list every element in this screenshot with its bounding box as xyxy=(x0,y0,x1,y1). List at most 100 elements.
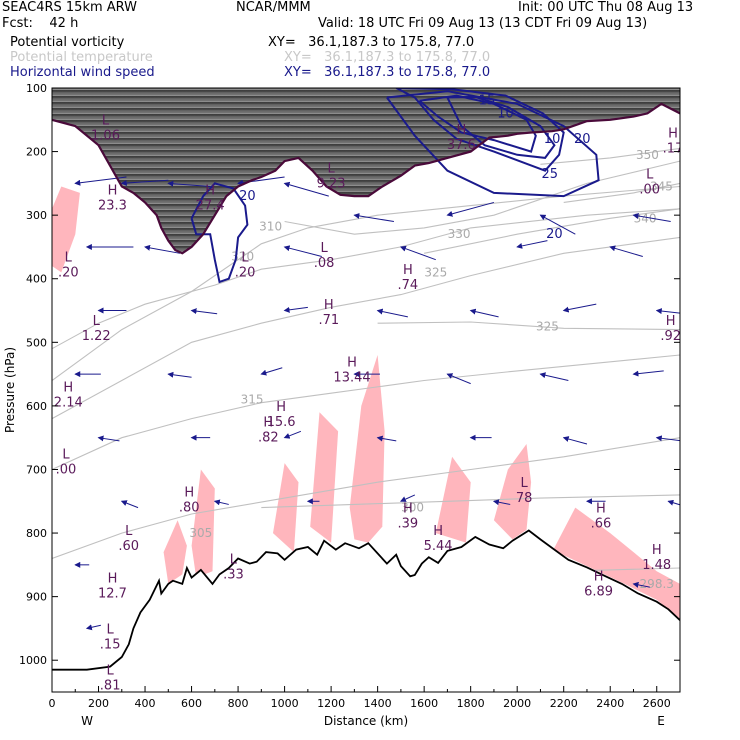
theta-contour-4 xyxy=(423,208,680,254)
pv-value-label-19: 5.44 xyxy=(424,539,453,554)
pv-hl-marker-20: H xyxy=(596,502,606,517)
stratosphere-pv-shading xyxy=(52,88,680,254)
pv-value-label-14: .82 xyxy=(258,431,279,446)
y-tick-label-1: 200 xyxy=(26,146,47,159)
theta-label-2: 325 xyxy=(424,265,447,279)
pv-hl-marker-17: L xyxy=(521,476,529,491)
stratosphere-shading xyxy=(52,88,680,254)
pv-value-label-13: 15.6 xyxy=(267,415,296,430)
wind-vector-21 xyxy=(655,308,680,315)
wind-speed-contour-3 xyxy=(446,95,556,159)
pv-value-label-24: 6.89 xyxy=(584,585,613,600)
wind-vector-8 xyxy=(632,213,671,223)
pv-hl-marker-24: H xyxy=(594,570,604,585)
pv-hl-marker-22: L xyxy=(230,552,238,567)
theta-label-9: 305 xyxy=(189,526,212,540)
theta-label-10: 300 xyxy=(401,501,424,515)
pink-region-7 xyxy=(493,444,532,540)
wind-vector-32 xyxy=(376,435,397,442)
wind-vector-24 xyxy=(260,367,283,376)
wind-vector-36 xyxy=(120,500,139,509)
wind-vector-26 xyxy=(446,373,471,385)
pv-hl-marker-2: H xyxy=(205,184,215,199)
pv-hl-marker-12: H xyxy=(63,381,73,396)
theta-label-5: 345 xyxy=(650,180,673,194)
x-tick-label-0: 0 xyxy=(49,697,56,710)
x-tick-label-10: 2000 xyxy=(503,697,531,710)
pv-hl-marker-15: L xyxy=(62,447,70,462)
wind-contour-label-2: 10 xyxy=(544,132,561,147)
pv-value-label-18: .39 xyxy=(398,517,419,532)
wind-contour-label-0: 10 xyxy=(497,106,514,121)
x-tick-label-2: 400 xyxy=(135,697,156,710)
pink-region-3 xyxy=(273,463,299,553)
pv-hl-marker-23: H xyxy=(652,543,662,558)
x-axis-east-label: E xyxy=(657,714,665,728)
pv-value-label-16: .80 xyxy=(179,501,200,516)
pink-region-2 xyxy=(191,469,215,578)
wind-speed-contour-0 xyxy=(395,88,565,172)
pv-value-label-3: 9.23 xyxy=(317,176,346,191)
x-tick-label-5: 1000 xyxy=(271,697,299,710)
theta-label-0: 310 xyxy=(259,220,282,234)
pv-hl-marker-30: L xyxy=(107,664,115,679)
field-name-theta: Potential temperature xyxy=(10,50,153,65)
y-tick-label-3: 400 xyxy=(26,273,47,286)
wind-vector-45 xyxy=(85,624,101,631)
terrain-layer xyxy=(52,529,680,692)
wind-speed-contour-1 xyxy=(418,94,537,153)
theta-contour-5 xyxy=(563,182,680,203)
pv-hl-marker-28: H xyxy=(668,126,678,141)
pv-value-label-7: .74 xyxy=(398,278,419,293)
wind-speed-contour-4 xyxy=(190,182,249,284)
wind-contour-label-6: 20 xyxy=(239,189,256,204)
y-tick-label-8: 900 xyxy=(26,591,47,604)
wind-vector-27 xyxy=(539,372,569,381)
wind-vector-1 xyxy=(120,179,169,187)
x-tick-label-12: 2400 xyxy=(596,697,624,710)
wind-vector-23 xyxy=(167,371,192,378)
pv-value-label-17: 78 xyxy=(516,491,533,506)
wind-contour-label-1: 15 xyxy=(479,94,496,109)
pv-hl-marker-21: L xyxy=(125,524,133,539)
pv-value-label-6: .08 xyxy=(314,256,335,271)
theta-contour-7 xyxy=(377,321,680,331)
y-axis-title: Pressure (hPa) xyxy=(3,347,17,433)
pv-value-label-27: .00 xyxy=(639,183,660,198)
x-tick-label-9: 1800 xyxy=(457,697,485,710)
pv-value-label-30: .81 xyxy=(100,679,121,694)
plot-frame xyxy=(51,87,681,693)
wind-contour-label-5: 20 xyxy=(546,227,563,242)
field-name-wind: Horizontal wind speed xyxy=(10,65,155,80)
theta-contour-6 xyxy=(540,147,680,165)
y-tick-label-5: 600 xyxy=(26,400,47,413)
theta-contour-1 xyxy=(52,208,680,350)
x-axis-west-label: W xyxy=(81,714,93,728)
pv-hl-marker-7: H xyxy=(403,263,413,278)
wind-vector-17 xyxy=(283,306,308,313)
theta-contour-0 xyxy=(52,185,680,381)
pv-hl-marker-26: L xyxy=(107,622,115,637)
pv-value-label-23: 1.48 xyxy=(642,558,671,573)
theta-label-3: 330 xyxy=(448,227,471,241)
axes: 0 200 400 600 800 1000 1200 1400 1600 1800 2000 220… xyxy=(19,82,680,710)
wind-vector-20 xyxy=(562,303,597,313)
wind-speed-contour-layer xyxy=(190,88,600,284)
pv-hl-marker-16: H xyxy=(184,486,194,501)
pv-value-label-21: .60 xyxy=(118,539,139,554)
pv-value-label-2: 27.4 xyxy=(196,199,225,214)
pv-value-label-0: 1.06 xyxy=(91,129,120,144)
y-tick-label-9: 1000 xyxy=(19,654,47,667)
wind-vector-6 xyxy=(446,201,495,217)
y-tick-label-7: 800 xyxy=(26,527,47,540)
theta-contour-9 xyxy=(52,437,680,560)
pink-region-5 xyxy=(349,355,385,543)
theta-contour-8 xyxy=(52,354,680,471)
pv-hl-marker-18: H xyxy=(403,502,413,517)
theta-label-6: 350 xyxy=(636,148,659,162)
pv-value-label-22: .33 xyxy=(223,567,244,582)
pv-hl-marker-4: L xyxy=(65,250,73,265)
pv-value-label-1: 23.3 xyxy=(98,199,127,214)
